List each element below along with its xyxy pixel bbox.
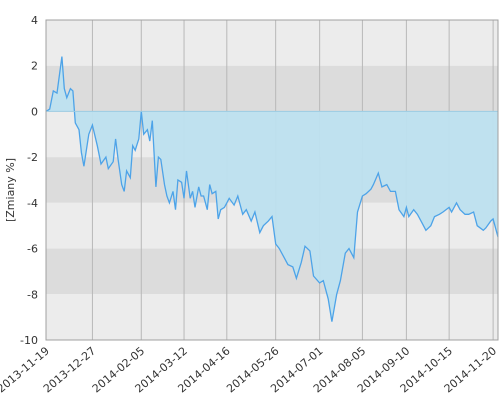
y-tick-label: 4 [31,14,38,27]
y-axis-label: [Zmiany %] [4,158,17,222]
y-tick-label: -4 [27,197,38,210]
y-tick-label: -2 [27,151,38,164]
y-tick-label: 2 [31,60,38,73]
y-axis-tick-labels: 4 2 0 -2 -4 -6 -8 -10 [20,14,38,347]
series-line [45,56,499,322]
y-tick-label: -6 [27,243,38,256]
background-band [46,248,498,295]
area-fill [46,56,498,322]
background-band [46,65,498,112]
y-tick-label: -10 [20,334,38,347]
background-band [46,294,498,340]
y-tick-label: -8 [27,288,38,301]
background-band [46,20,498,66]
x-axis-tick-labels: 2013-11-192013-12-272014-02-052014-03-12… [0,344,499,395]
plot-border [45,19,499,341]
y-tick-label: 0 [31,105,38,118]
